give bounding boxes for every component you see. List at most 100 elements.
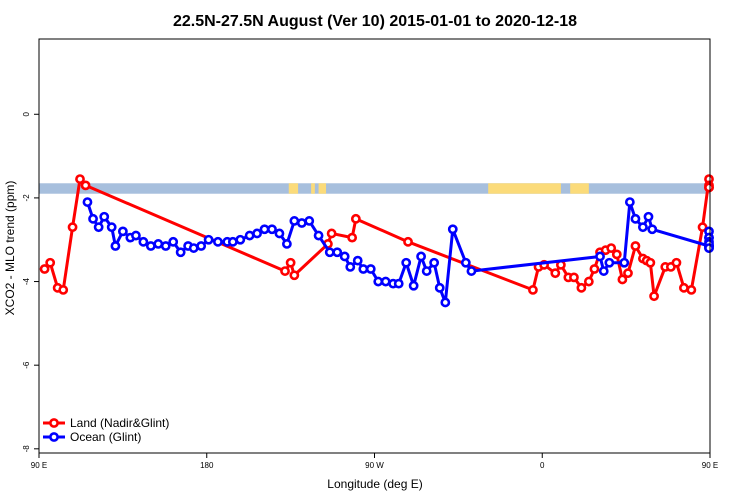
data-point — [611, 249, 622, 260]
y-tick-label: -2 — [22, 194, 31, 202]
data-point — [88, 213, 98, 224]
data-point — [227, 236, 238, 247]
land-segment — [288, 183, 299, 194]
data-point — [619, 257, 630, 268]
data-point — [358, 264, 369, 274]
data-point — [203, 234, 214, 245]
legend-label: Land (Nadir&Glint) — [70, 416, 169, 430]
data-point — [117, 226, 128, 237]
y-axis-ticks: -8 -6 -4 -2 0 — [22, 111, 39, 452]
data-point — [313, 230, 324, 241]
data-point — [252, 228, 262, 239]
data-point — [649, 291, 659, 302]
y-tick-label: 0 — [22, 111, 31, 116]
data-point — [576, 282, 587, 293]
data-point — [393, 278, 404, 289]
data-point — [296, 218, 307, 228]
x-tick-label: 90 E — [31, 461, 47, 470]
data-point — [671, 257, 682, 268]
data-point — [280, 266, 290, 276]
data-point — [80, 180, 91, 191]
data-point — [630, 241, 641, 251]
x-axis-ticks: 90 E 180 90 W 0 90 E — [31, 453, 718, 470]
data-point — [289, 216, 300, 226]
data-point — [138, 236, 149, 247]
data-point — [401, 257, 412, 268]
y-tick-label: -8 — [22, 445, 31, 453]
data-point — [175, 247, 186, 258]
data-point — [259, 224, 270, 235]
data-point — [82, 197, 93, 207]
data-point — [630, 213, 641, 224]
data-point — [440, 297, 451, 308]
data-point — [638, 222, 648, 233]
data-point — [460, 257, 471, 268]
data-point — [289, 270, 300, 281]
land-segment — [318, 183, 327, 194]
data-point — [168, 236, 179, 247]
data-point — [528, 285, 538, 295]
y-axis-label: XCO2 - MLO trend (ppm) — [3, 181, 17, 316]
x-tick-label: 180 — [200, 461, 214, 470]
y-tick-label: -6 — [22, 361, 31, 369]
data-point — [617, 274, 628, 285]
data-point — [569, 272, 579, 283]
data-point — [365, 264, 376, 274]
x-tick-label: 0 — [540, 461, 545, 470]
data-point — [583, 276, 594, 287]
data-point — [408, 280, 419, 291]
data-point — [267, 224, 277, 235]
x-tick-label: 90 W — [365, 461, 384, 470]
data-point — [352, 255, 363, 266]
data-point — [645, 257, 656, 268]
data-point — [153, 239, 164, 249]
series-layer — [39, 174, 714, 308]
data-point — [643, 211, 654, 222]
data-point — [339, 251, 350, 262]
data-point — [421, 266, 432, 276]
data-point — [332, 247, 343, 258]
data-point — [647, 224, 658, 235]
data-point — [213, 236, 223, 247]
data-point — [686, 285, 697, 295]
data-point — [416, 251, 426, 262]
data-point — [244, 230, 255, 241]
data-point — [75, 174, 85, 184]
data-point — [434, 282, 445, 293]
data-point — [345, 262, 356, 272]
data-point — [595, 251, 605, 262]
land-ocean-mask — [39, 183, 710, 194]
data-point — [380, 276, 391, 287]
data-point — [93, 222, 104, 233]
data-point — [39, 264, 50, 274]
ocean-band — [39, 183, 710, 194]
legend-marker — [49, 418, 59, 428]
data-point — [347, 232, 358, 243]
legend-marker — [49, 432, 59, 442]
data-point — [598, 266, 609, 276]
data-point — [447, 224, 458, 235]
data-point — [697, 222, 708, 233]
data-point — [604, 257, 615, 268]
data-point — [160, 241, 171, 251]
land-segment — [488, 183, 561, 194]
data-point — [99, 211, 110, 222]
data-point — [110, 241, 121, 251]
x-tick-label: 90 E — [702, 461, 718, 470]
land-segment — [570, 183, 589, 194]
chart-title: 22.5N-27.5N August (Ver 10) 2015-01-01 t… — [173, 13, 577, 30]
x-axis-label: Longitude (deg E) — [327, 477, 422, 491]
data-point — [624, 197, 635, 207]
data-point — [466, 266, 477, 276]
data-point — [58, 285, 69, 295]
data-point — [373, 276, 384, 287]
data-point — [550, 268, 561, 279]
data-point — [679, 282, 689, 293]
data-point — [106, 222, 117, 233]
data-point — [145, 241, 156, 251]
data-point — [350, 213, 361, 224]
data-point — [324, 247, 335, 258]
data-point — [403, 236, 413, 247]
